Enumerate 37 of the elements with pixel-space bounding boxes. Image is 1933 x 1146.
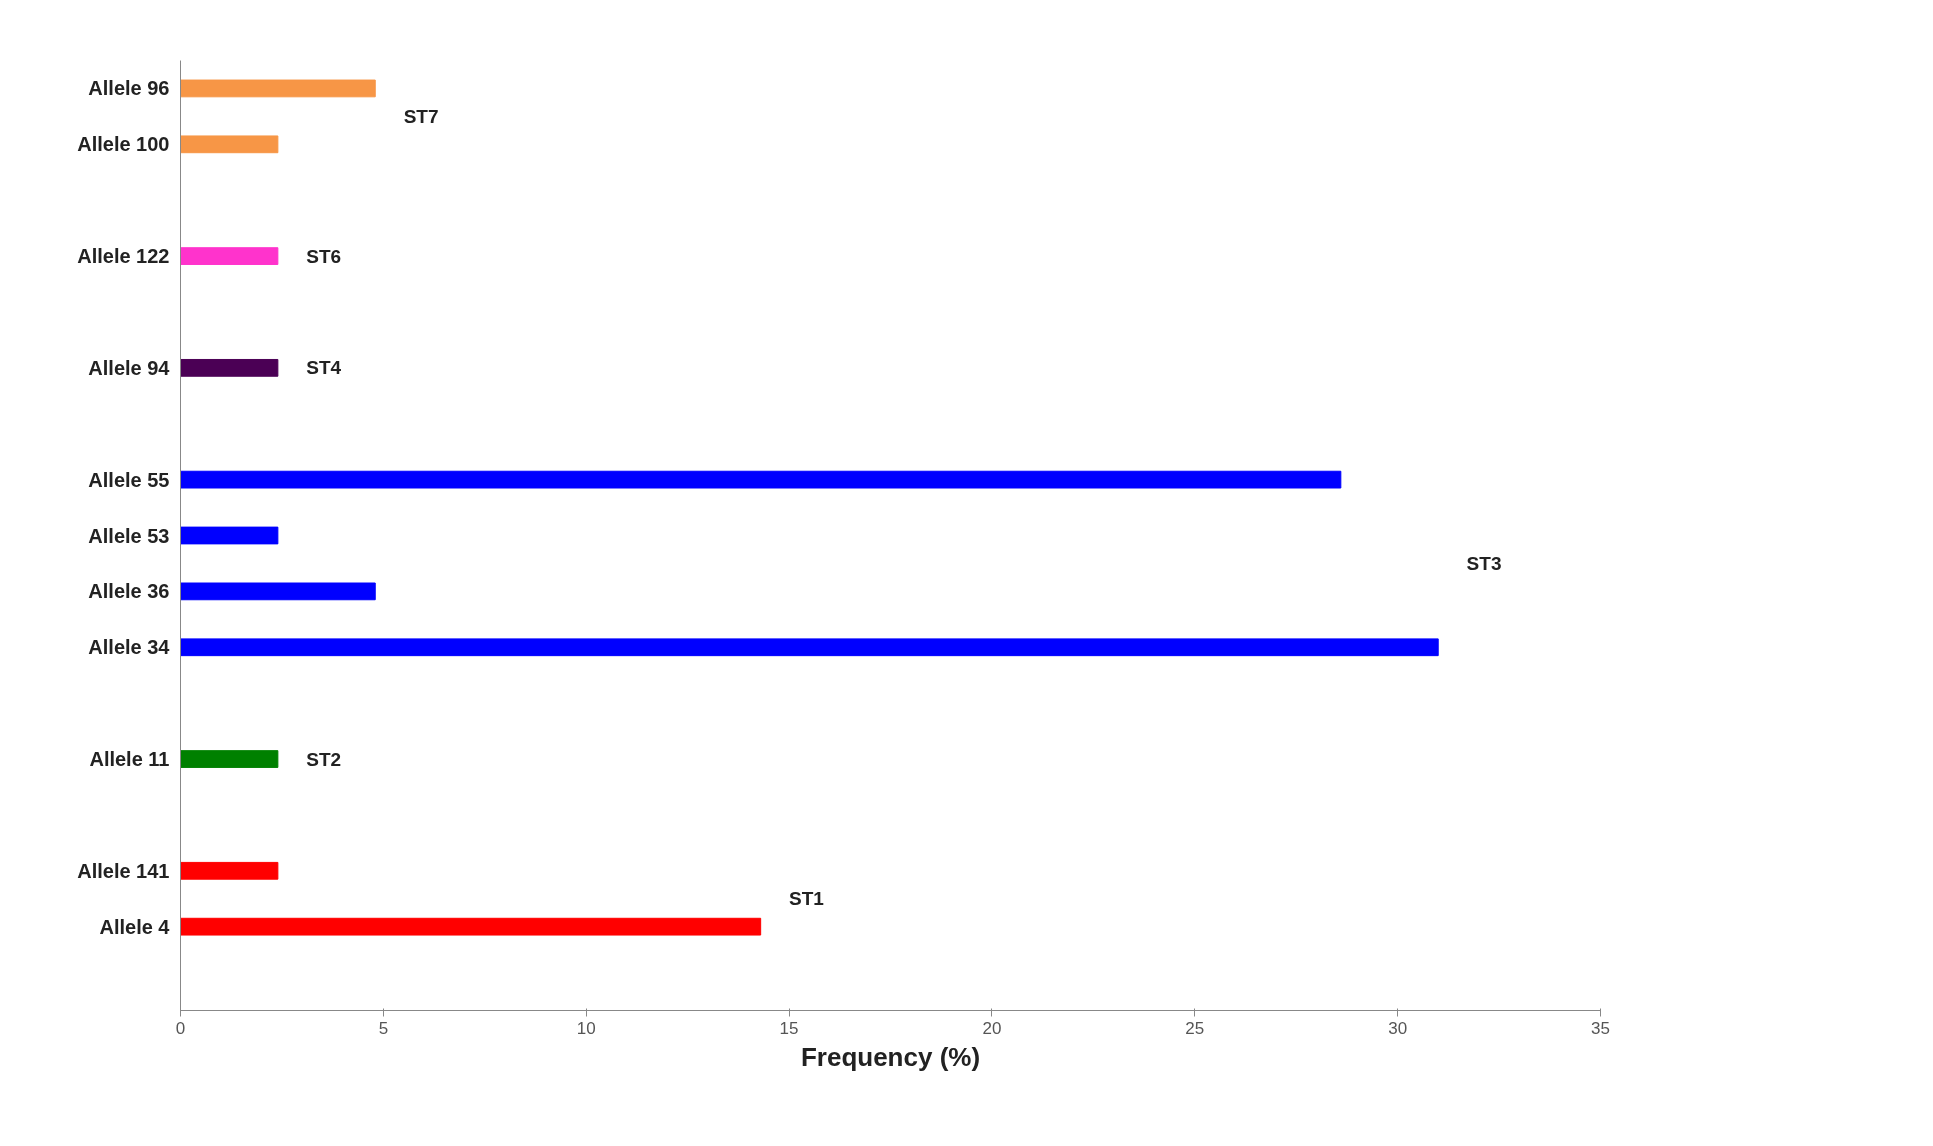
y-tick-label: Allele 55 — [88, 468, 170, 491]
y-tick-label: Allele 36 — [88, 580, 170, 603]
bar — [180, 526, 279, 545]
annotation: ST4 — [306, 357, 342, 379]
x-tick-label: 10 — [576, 1018, 596, 1038]
bar — [180, 358, 279, 377]
annotation: ST7 — [403, 105, 439, 127]
annotation: ST3 — [1466, 552, 1502, 574]
y-tick-label: Allele 4 — [99, 915, 171, 938]
y-tick-label: Allele 53 — [88, 524, 170, 547]
x-tick-label: 30 — [1388, 1018, 1408, 1038]
y-tick-label: Allele 11 — [89, 748, 170, 771]
x-tick-label: 20 — [982, 1018, 1002, 1038]
x-tick-label: 15 — [779, 1018, 799, 1038]
bar — [180, 750, 279, 768]
y-tick-label: Allele 94 — [88, 356, 171, 379]
bar — [180, 638, 1439, 657]
x-tick-label: 0 — [175, 1018, 186, 1038]
bar — [180, 582, 376, 601]
bar — [180, 861, 279, 880]
bar — [180, 135, 279, 154]
y-tick-label: Allele 141 — [77, 859, 170, 882]
x-axis-title: Frequency (%) — [800, 1041, 981, 1072]
annotation: ST2 — [306, 748, 342, 770]
x-tick-label: 35 — [1591, 1018, 1610, 1038]
y-tick-label: Allele 122 — [77, 245, 170, 268]
y-tick-label: Allele 34 — [88, 636, 171, 659]
annotation: ST6 — [306, 245, 342, 267]
bar — [180, 470, 1342, 489]
bar — [180, 79, 376, 98]
x-tick-label: 25 — [1185, 1018, 1205, 1038]
bar — [180, 917, 762, 936]
x-tick-label: 5 — [378, 1018, 389, 1038]
bar — [180, 247, 279, 265]
y-tick-label: Allele 100 — [77, 133, 170, 156]
annotation: ST1 — [789, 888, 825, 910]
y-tick-label: Allele 96 — [88, 77, 170, 100]
